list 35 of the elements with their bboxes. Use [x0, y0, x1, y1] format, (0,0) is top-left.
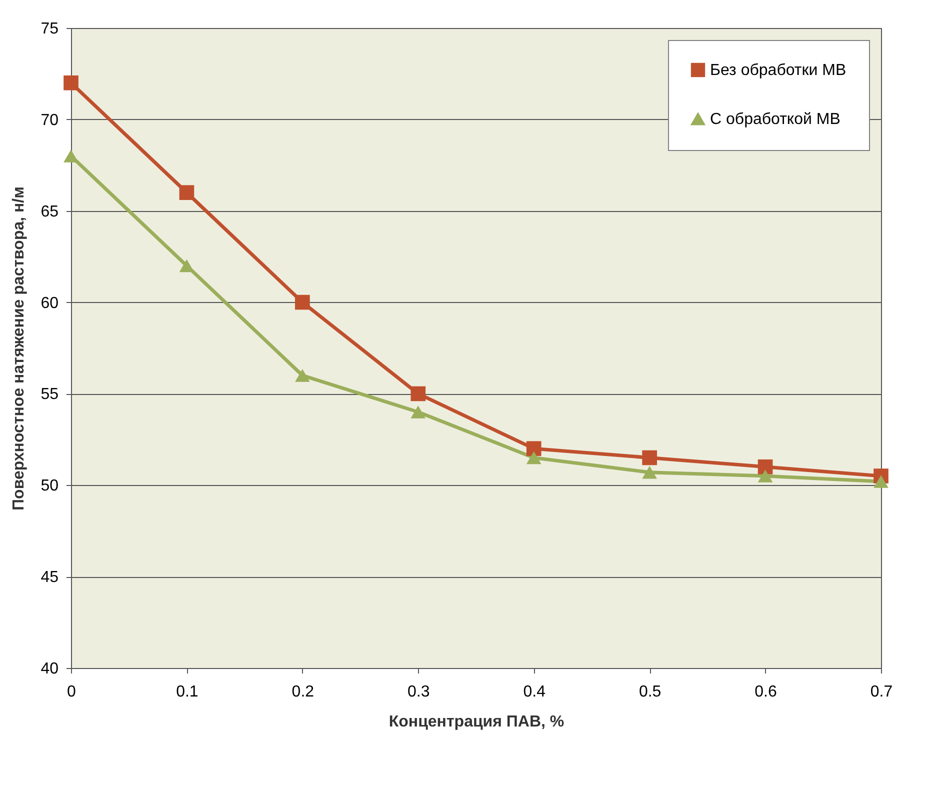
- y-tick-label: 45: [40, 569, 59, 586]
- y-tick-label: 60: [40, 294, 59, 312]
- y-tick-label: 50: [40, 478, 59, 495]
- y-tick-label: 55: [40, 386, 59, 404]
- y-axis-title: Поверхностное натяжение раствора, н/м: [10, 186, 28, 510]
- point: [874, 475, 888, 488]
- x-tick-label: 0.6: [754, 684, 778, 700]
- x-tick-label: 0.1: [176, 684, 198, 700]
- legend-label: С обработкой МВ: [710, 111, 840, 128]
- x-tick-label: 0.3: [408, 684, 430, 700]
- point: [410, 386, 426, 402]
- y-tick-label: 75: [40, 20, 59, 38]
- y-tick-label: 65: [40, 203, 59, 220]
- point: [295, 369, 310, 382]
- point: [642, 450, 657, 466]
- y-tick-label: 70: [40, 112, 59, 129]
- point: [64, 150, 78, 162]
- point: [179, 259, 194, 272]
- x-tick-label: 0.4: [523, 684, 546, 700]
- point: [526, 441, 542, 456]
- point: [642, 466, 657, 479]
- point: [758, 470, 773, 482]
- x-tick-label: 0.5: [638, 684, 662, 700]
- point: [526, 451, 542, 464]
- x-tick-label: 0: [67, 684, 76, 700]
- x-axis-title: Концентрация ПАВ, %: [388, 714, 564, 730]
- x-tick-label: 0.7: [870, 684, 893, 700]
- x-tick-label: 0.2: [292, 684, 314, 700]
- point: [295, 294, 310, 310]
- point: [64, 75, 78, 90]
- point: [758, 459, 773, 474]
- y-tick-label: 40: [40, 660, 59, 678]
- point: [179, 185, 194, 200]
- point: [410, 406, 426, 418]
- legend-label: Без обработки МВ: [710, 62, 846, 79]
